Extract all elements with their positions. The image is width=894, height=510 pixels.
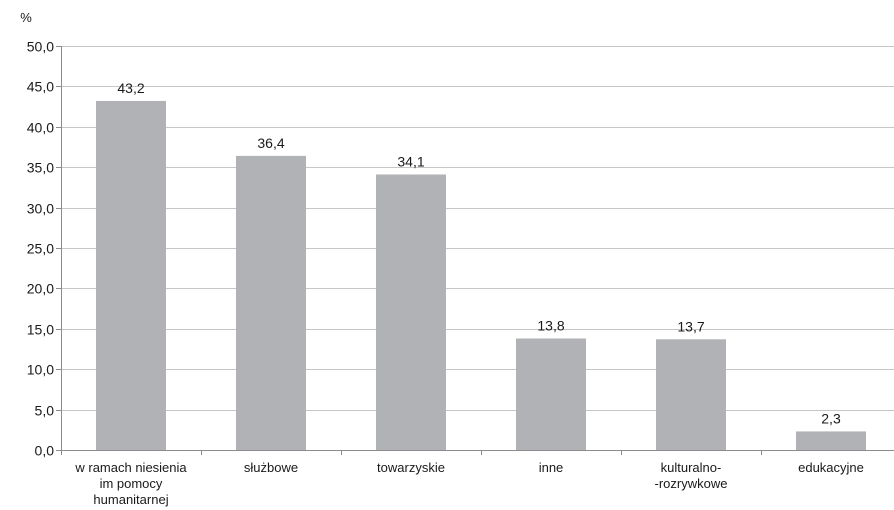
gridlines [61,46,894,411]
x-category-label: kulturalno- [661,460,722,475]
data-label: 34,1 [397,153,424,169]
y-tick-label: 10,0 [27,362,54,378]
data-label: 36,4 [257,135,284,151]
y-tick-label: 40,0 [27,120,54,136]
y-tick-label: 35,0 [27,160,54,176]
y-tick-label: 0,0 [35,443,55,459]
bar [236,155,306,450]
y-tick-label: 30,0 [27,201,54,217]
bar [376,174,446,451]
y-tick-label: 5,0 [35,403,55,419]
y-tick-label: 50,0 [27,39,54,55]
y-axis-ticks: 0,0 5,0 10,0 15,0 20,0 25,0 30,0 35,0 40,0 45,0 50… [27,39,61,459]
x-category-label: służbowe [244,460,298,475]
bar [656,339,726,450]
y-tick-label: 45,0 [27,79,54,95]
x-category-label: humanitarnej [93,492,168,507]
bar [96,100,166,450]
y-tick-label: 25,0 [27,241,54,257]
x-category-label: inne [539,460,564,475]
y-tick-label: 20,0 [27,281,54,297]
x-category-label: w ramach niesienia [74,460,187,475]
bar [796,431,866,450]
data-label: 13,7 [677,318,704,334]
x-category-label: im pomocy [100,476,163,491]
data-label: 13,8 [537,317,564,333]
x-category-label: edukacyjne [798,460,864,475]
y-tick-label: 15,0 [27,322,54,338]
bar [516,338,586,450]
x-category-label: towarzyskie [377,460,445,475]
data-label: 2,3 [821,410,841,426]
axes [61,46,894,455]
data-label: 43,2 [117,80,144,96]
y-unit-label: % [20,10,32,25]
bars: 43,2 36,4 34,1 13,8 13,7 2,3 [96,80,866,451]
x-category-label: -rozrywkowe [655,476,728,491]
